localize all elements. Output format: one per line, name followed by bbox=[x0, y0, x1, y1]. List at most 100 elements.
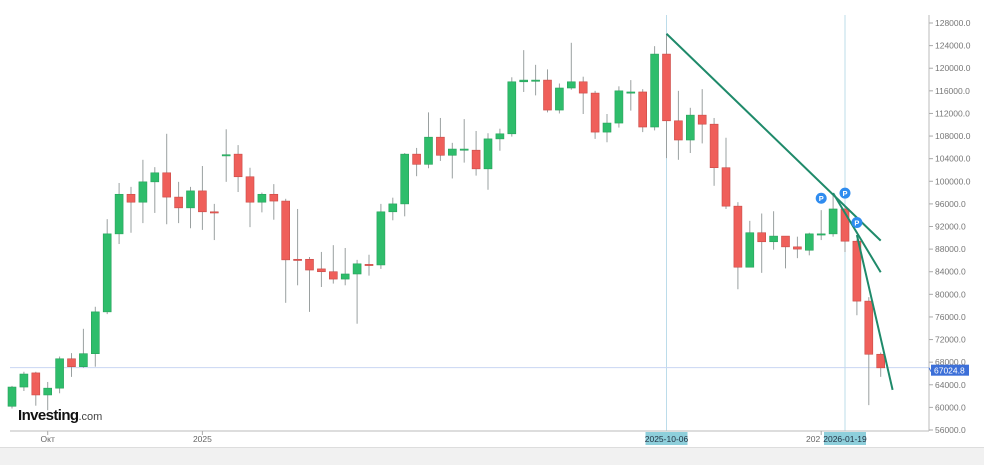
trendline[interactable] bbox=[665, 33, 882, 242]
y-tick-label: 64000.0 bbox=[935, 380, 966, 390]
candle-body bbox=[864, 300, 874, 355]
candle-body bbox=[352, 263, 362, 275]
bottom-toolbar[interactable] bbox=[0, 447, 984, 465]
candle-body bbox=[614, 90, 624, 124]
candle-body bbox=[126, 193, 136, 203]
candle-body bbox=[210, 211, 219, 214]
candle-body bbox=[840, 208, 850, 242]
crosshair-date-label: 2025-10-06 bbox=[645, 434, 689, 444]
y-tick-label: 76000.0 bbox=[935, 312, 966, 322]
candle-body bbox=[602, 122, 612, 133]
x-tick-label: 202 bbox=[806, 434, 820, 444]
trendline[interactable] bbox=[855, 234, 894, 391]
last-price-label: 67024.8 bbox=[934, 365, 965, 375]
candle-body bbox=[828, 208, 838, 235]
candle-body bbox=[114, 193, 124, 235]
candle-body bbox=[483, 138, 493, 170]
candle-body bbox=[697, 114, 707, 125]
y-tick-label: 80000.0 bbox=[935, 289, 966, 299]
y-tick-label: 96000.0 bbox=[935, 199, 966, 209]
time-axis[interactable]: Окт 2025 202 2025-10-06 2026-01-19 bbox=[41, 431, 867, 445]
y-tick-label: 68000.0 bbox=[935, 357, 966, 367]
candle-body bbox=[340, 273, 350, 280]
candle-body bbox=[507, 81, 517, 135]
candle-body bbox=[293, 258, 302, 261]
y-tick-label: 112000.0 bbox=[935, 108, 970, 118]
candle-body bbox=[447, 148, 457, 156]
candle-body bbox=[555, 87, 564, 111]
y-tick-label: 92000.0 bbox=[935, 222, 966, 232]
y-tick-label: 84000.0 bbox=[935, 267, 966, 277]
candle-body bbox=[816, 233, 826, 236]
candle-body bbox=[626, 91, 636, 94]
candle-body bbox=[364, 264, 374, 266]
candle-body bbox=[471, 149, 481, 170]
candle-body bbox=[150, 172, 160, 183]
candle-body bbox=[91, 311, 100, 354]
candle-body bbox=[685, 114, 695, 141]
candle-body bbox=[543, 79, 552, 111]
y-tick-label: 108000.0 bbox=[935, 131, 971, 141]
candle-body bbox=[804, 233, 814, 251]
candle-body bbox=[674, 120, 683, 141]
candle-body bbox=[198, 190, 207, 213]
y-tick-label: 56000.0 bbox=[935, 425, 966, 435]
crosshair-date-tag bbox=[824, 432, 866, 445]
candle-body bbox=[388, 203, 398, 213]
x-tick-label: Окт bbox=[41, 434, 55, 444]
marker-circle-icon[interactable] bbox=[839, 187, 851, 199]
marker-circle-icon[interactable] bbox=[851, 217, 863, 229]
y-tick-label: 120000.0 bbox=[935, 63, 971, 73]
candle-body bbox=[424, 136, 433, 165]
markers[interactable]: P P P bbox=[815, 187, 863, 229]
marker-label: P bbox=[819, 194, 824, 203]
candle-body bbox=[257, 193, 267, 203]
candle-body bbox=[590, 92, 600, 133]
crosshair-lines bbox=[10, 15, 929, 431]
y-tick-label: 104000.0 bbox=[935, 154, 971, 164]
marker-label: P bbox=[842, 189, 847, 198]
price-axis[interactable]: 56000.0 60000.0 64000.0 68000.0 72000.0 76000… bbox=[928, 18, 971, 435]
candle-body bbox=[269, 193, 279, 202]
candle-body bbox=[67, 358, 76, 367]
candle-body bbox=[400, 153, 410, 205]
candle-body bbox=[852, 240, 862, 302]
candlestick-chart[interactable]: P P P 56000.0 60000.0 64000.0 68000.0 72000.0 7… bbox=[0, 0, 984, 447]
candle-body bbox=[745, 232, 755, 268]
y-tick-label: 100000.0 bbox=[935, 176, 971, 186]
candle-body bbox=[305, 258, 314, 271]
candle-body bbox=[412, 153, 421, 165]
candle-body bbox=[328, 271, 338, 280]
y-tick-label: 88000.0 bbox=[935, 244, 966, 254]
y-tick-label: 128000.0 bbox=[935, 18, 971, 28]
candle-body bbox=[376, 211, 386, 266]
candle-body bbox=[769, 235, 778, 243]
logo-suffix: .com bbox=[78, 411, 103, 423]
y-tick-label: 116000.0 bbox=[935, 86, 970, 96]
candle-body bbox=[31, 372, 41, 396]
candle-body bbox=[19, 373, 29, 388]
candle-body bbox=[566, 81, 576, 89]
candle-body bbox=[186, 190, 195, 209]
candle-body bbox=[757, 232, 767, 243]
marker-circle-icon[interactable] bbox=[815, 192, 827, 204]
x-tick-label: 2025 bbox=[193, 434, 212, 444]
candles bbox=[7, 33, 886, 411]
candle-body bbox=[459, 148, 469, 151]
candle-body bbox=[519, 79, 529, 83]
y-tick-label: 124000.0 bbox=[935, 41, 971, 51]
trendlines[interactable] bbox=[665, 33, 894, 391]
candle-body bbox=[733, 205, 743, 268]
marker-label: P bbox=[854, 218, 859, 227]
candle-body bbox=[79, 353, 88, 367]
candle-body bbox=[638, 91, 648, 128]
candle-body bbox=[43, 387, 53, 396]
candle-body bbox=[721, 167, 731, 207]
candle-body bbox=[55, 358, 64, 389]
candle-body bbox=[174, 196, 183, 209]
trendline[interactable] bbox=[832, 192, 882, 273]
candle-body bbox=[221, 154, 231, 157]
last-price-tag bbox=[931, 364, 969, 376]
y-tick-label: 60000.0 bbox=[935, 402, 966, 412]
candle-body bbox=[495, 133, 505, 140]
